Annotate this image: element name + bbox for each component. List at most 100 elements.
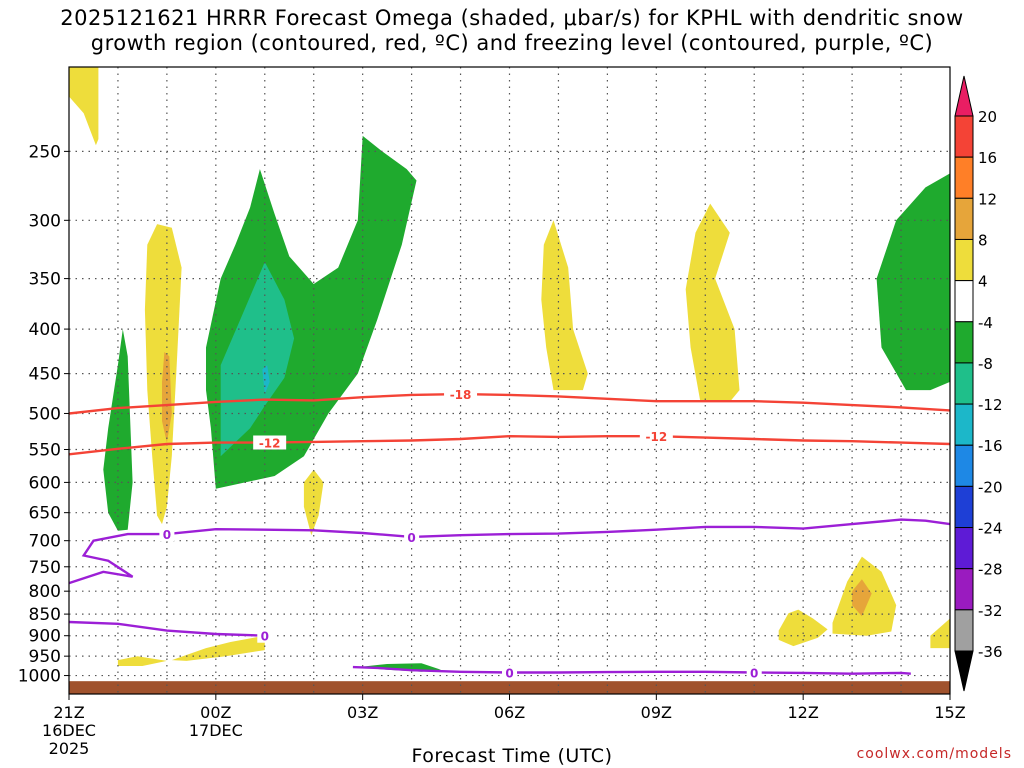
contour-temp-0 [69, 392, 950, 415]
chart-title-line-1: 2025121621 HRRR Forecast Omega (shaded, … [60, 6, 964, 30]
colorbar-segment [954, 485, 974, 529]
contour-label: 0 [407, 531, 415, 545]
contour-label-bg [404, 529, 420, 544]
colorbar-label: -28 [978, 561, 1003, 579]
omega-region-4 [541, 220, 588, 391]
y-tick-label: 950 [29, 647, 61, 667]
omega-region-14 [220, 262, 295, 457]
x-tick-label: 21Z [53, 703, 84, 722]
colorbar-segment [954, 321, 974, 364]
y-tick-label: 250 [29, 142, 61, 162]
y-tick-label: 900 [29, 627, 61, 647]
omega-region-6 [778, 609, 828, 647]
colorbar-segment [954, 280, 974, 323]
colorbar-segment [954, 609, 974, 652]
y-tick-label: 550 [29, 441, 61, 461]
omega-region-3 [303, 469, 324, 536]
colorbar-label: -16 [978, 437, 1003, 455]
y-tick-label: 500 [29, 404, 61, 424]
x-tick-label: 15Z [934, 703, 965, 722]
y-tick-label: 650 [29, 504, 61, 524]
colorbar-label: 20 [978, 108, 997, 126]
colorbar-segment [954, 115, 974, 158]
terrain-layer [69, 681, 950, 694]
colorbar-label: 12 [978, 190, 997, 208]
colorbar-segment [954, 568, 974, 611]
omega-region-9 [930, 618, 950, 649]
contour-freezing-6 [352, 665, 911, 675]
colorbar-segment [954, 238, 974, 282]
colorbar-bottom-arrow [954, 650, 974, 692]
gridlines [69, 67, 950, 694]
contour-label-bg [159, 527, 175, 542]
colorbar-label: -24 [978, 520, 1003, 538]
x-tick-label: 17DEC [189, 721, 243, 740]
colorbar-label: 8 [978, 231, 988, 249]
contour-label: -12 [259, 436, 281, 450]
x-tick-label: 09Z [641, 703, 672, 722]
x-tick-label: 03Z [347, 703, 378, 722]
y-tick-label: 350 [29, 270, 61, 290]
colorbar-label: -8 [978, 355, 993, 373]
contour-label: 0 [163, 528, 171, 542]
omega-region-2 [162, 352, 172, 443]
omega-region-0 [69, 67, 99, 146]
terrain-band [69, 681, 950, 694]
colorbar-segment [954, 156, 974, 199]
omega-region-5 [685, 203, 740, 402]
colorbar-label: -32 [978, 602, 1003, 620]
contour-label: 0 [505, 667, 513, 681]
contour-label: 0 [261, 630, 269, 644]
y-tick-label: 850 [29, 605, 61, 625]
chart-title: 2025121621 HRRR Forecast Omega (shaded, … [0, 6, 1024, 56]
contour-label: -12 [645, 430, 667, 444]
y-tick-label: 750 [29, 558, 61, 578]
colorbar-segment [954, 362, 974, 405]
y-tick-label: 1000 [18, 667, 61, 687]
colorbar-top-arrow [954, 75, 974, 117]
contour-label-bg [253, 435, 287, 450]
y-tick-label: 450 [29, 365, 61, 385]
contour-label-bg [444, 387, 478, 402]
x-axis-title: Forecast Time (UTC) [411, 745, 613, 767]
omega-region-8 [852, 579, 872, 617]
omega-region-11 [171, 635, 265, 661]
omega-region-10 [117, 656, 167, 666]
colorbar-segment [954, 197, 974, 240]
omega-region-16 [876, 173, 950, 391]
colorbar-label: -36 [978, 643, 1003, 661]
colorbar-segment [954, 444, 974, 487]
colorbar-label: -12 [978, 396, 1003, 414]
omega-region-12 [103, 329, 133, 531]
y-tick-label: 400 [29, 320, 61, 340]
omega-region-15 [262, 365, 270, 395]
x-tick-label: 16DEC [42, 721, 96, 740]
y-tick-label: 800 [29, 582, 61, 602]
colorbar-segment [954, 403, 974, 446]
y-tick-label: 300 [29, 211, 61, 231]
x-tick-label: 12Z [788, 703, 819, 722]
contour-temp-1 [69, 434, 950, 456]
colorbar-label: -20 [978, 478, 1003, 496]
x-tick-label: 00Z [200, 703, 231, 722]
contour-label: -18 [450, 388, 472, 402]
colorbar-label: -4 [978, 314, 993, 332]
colorbar-label: 4 [978, 273, 988, 291]
colorbar-segment [954, 527, 974, 570]
contour-label-bg [257, 628, 273, 643]
y-axis: 2503003504004505005506006507007508008509… [18, 142, 69, 687]
colorbar-label: 16 [978, 149, 997, 167]
contour-label-bg [746, 665, 762, 680]
contour-label: 0 [750, 667, 758, 681]
x-tick-label: 06Z [494, 703, 525, 722]
y-tick-label: 700 [29, 532, 61, 552]
colorbar: 20 16 12 8 4 -4 -8 -12 -16 -20 -24 -28 -32 -36 [954, 75, 1003, 692]
contour-label-bg [502, 665, 517, 680]
x-tick-label: 2025 [49, 739, 90, 758]
chart-title-line-2: growth region (contoured, red, ºC) and f… [90, 31, 934, 55]
contour-freezing-5 [69, 620, 265, 637]
contour-labels: -18 -12 -12 0 0 0 0 0 [159, 387, 762, 681]
source-credit: coolwx.com/models [856, 746, 1012, 762]
